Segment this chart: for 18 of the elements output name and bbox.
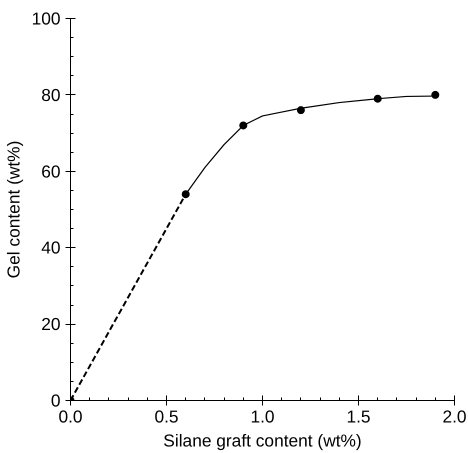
y-tick-label: 20 — [41, 314, 61, 334]
point — [239, 121, 248, 130]
x-tick-label: 2.0 — [442, 406, 467, 426]
y-axis-title: Gel content (wt%) — [4, 140, 24, 278]
y-tick-label: 0 — [50, 390, 61, 410]
point — [182, 190, 190, 198]
point — [431, 90, 440, 99]
y-tick-label: 40 — [41, 238, 61, 258]
x-tick-label: 1.0 — [250, 406, 275, 426]
y-tick-label: 60 — [41, 161, 61, 182]
x-tick-label: 0.5 — [154, 406, 179, 426]
x-axis-title: Silane graft content (wt%) — [163, 430, 362, 450]
point — [374, 94, 382, 103]
x-tick-label: 0.0 — [58, 406, 83, 426]
x-tick-label: 1.5 — [346, 406, 371, 426]
y-tick-label: 100 — [32, 8, 61, 28]
point — [296, 106, 305, 114]
y-tick-label: 80 — [41, 84, 61, 105]
